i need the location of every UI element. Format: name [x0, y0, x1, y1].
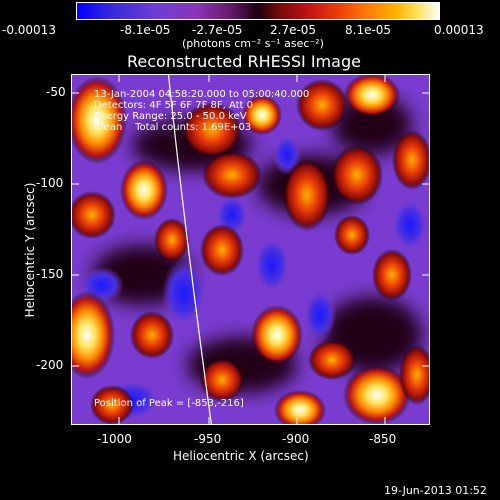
y-tick-3: -200: [36, 358, 64, 372]
x-axis-label: Heliocentric X (arcsec): [173, 449, 309, 463]
y-axis-label: Heliocentric Y (arcsec): [23, 182, 37, 318]
info-method: Clean Total counts: 1.69E+03: [94, 122, 252, 133]
y-tick-0: -50: [46, 85, 66, 99]
y-tick-1: -100: [36, 176, 64, 190]
rhessi-image-canvas: [72, 75, 429, 424]
colorbar-tick-1: -8.1e-05: [120, 23, 171, 37]
x-tick-2: -900: [282, 432, 310, 446]
colorbar-units: (photons cm⁻² s⁻¹ asec⁻²): [182, 37, 324, 50]
y-tick-2: -150: [36, 267, 64, 281]
info-time-range: 13-Jan-2004 04:58:20.000 to 05:00:40.000: [94, 89, 310, 100]
colorbar-tick-0: -0.00013: [2, 23, 56, 37]
footer-date: 19-Jun-2013 01:52: [384, 484, 487, 497]
colorbar-tick-5: 0.00013: [434, 23, 484, 37]
x-tick-1: -950: [194, 432, 222, 446]
plot-title: Reconstructed RHESSI Image: [127, 52, 361, 71]
info-energy-range: Energy Range: 25.0 - 50.0 keV: [94, 111, 247, 122]
x-tick-3: -850: [369, 432, 397, 446]
info-detectors: Detectors: 4F 5F 6F 7F 8F, Att 0: [94, 100, 254, 111]
x-tick-0: -1000: [97, 432, 132, 446]
solar-limb-line: [167, 75, 212, 424]
peak-position-label: Position of Peak = [-853,-216]: [94, 398, 244, 409]
colorbar-tick-3: 2.7e-05: [270, 23, 317, 37]
rhessi-image: [71, 74, 430, 425]
colorbar-tick-2: -2.7e-05: [192, 23, 243, 37]
colorbar: [76, 2, 440, 20]
colorbar-tick-4: 8.1e-05: [345, 23, 392, 37]
